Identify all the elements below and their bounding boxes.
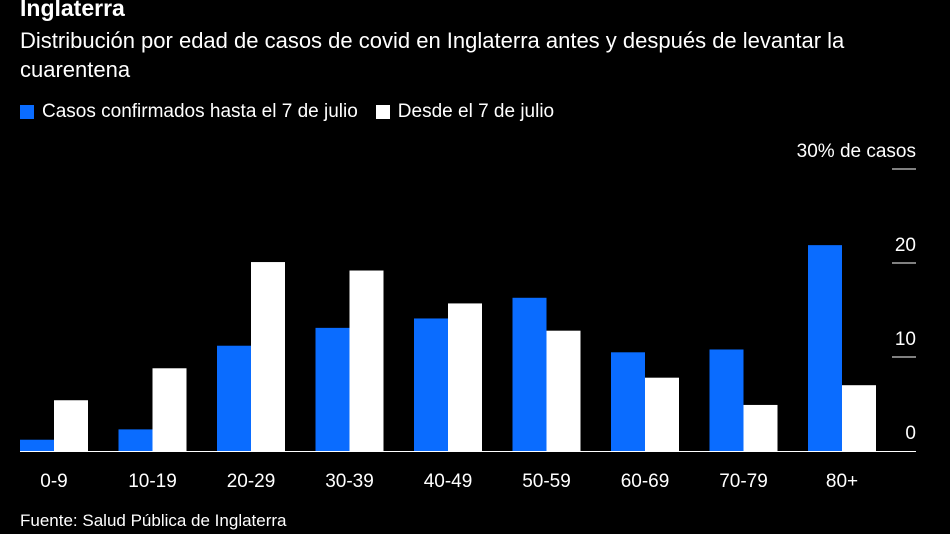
x-tick-label: 10-19 [128, 471, 177, 492]
source-note: Fuente: Salud Pública de Inglaterra [20, 511, 287, 530]
legend-label-series-1: Casos confirmados hasta el 7 de julio [42, 101, 358, 122]
bar-before-80+ [808, 245, 842, 451]
bar-after-70-79 [743, 404, 778, 451]
x-tick-label: 20-29 [227, 471, 276, 492]
bar-before-70-79 [709, 349, 744, 451]
bar-after-80+ [842, 385, 876, 451]
bar-after-60-69 [645, 377, 679, 451]
bar-after-20-29 [251, 262, 285, 451]
legend-swatch-series-2 [375, 105, 390, 119]
x-tick-label: 0-9 [40, 471, 67, 492]
x-tick-label: 80+ [826, 471, 858, 492]
legend-item-series-2: Desde el 7 de julio [375, 101, 555, 123]
y-tick-label: 30% de casos [797, 141, 916, 162]
bar-before-60-69 [611, 352, 645, 451]
x-tick-label: 50-59 [522, 471, 571, 492]
y-tick-label: 0 [905, 423, 916, 444]
bar-after-0-9 [54, 400, 88, 451]
legend: Casos confirmados hasta el 7 de julio De… [20, 101, 572, 123]
legend-swatch-series-1 [20, 105, 34, 119]
bar-before-30-39 [315, 327, 350, 451]
x-tick-label: 70-79 [719, 471, 768, 492]
bar-before-0-9 [20, 439, 54, 451]
bar-after-30-39 [349, 270, 384, 451]
y-tick-label: 20 [895, 235, 916, 256]
bar-before-50-59 [512, 297, 547, 451]
x-tick-label: 30-39 [325, 471, 374, 492]
bar-before-10-19 [118, 429, 153, 451]
chart-subtitle: Distribución por edad de casos de covid … [20, 28, 845, 82]
bar-after-10-19 [152, 368, 187, 451]
x-tick-label: 40-49 [424, 471, 473, 492]
bar-after-50-59 [546, 330, 581, 451]
legend-item-series-1: Casos confirmados hasta el 7 de julio [20, 101, 358, 123]
chart-title: Inglaterra [20, 0, 125, 21]
y-tick-label: 10 [895, 329, 916, 350]
x-tick-label: 60-69 [621, 471, 670, 492]
bar-after-40-49 [448, 303, 482, 451]
legend-label-series-2: Desde el 7 de julio [397, 101, 555, 122]
bar-before-20-29 [217, 345, 251, 451]
bar-before-40-49 [414, 318, 448, 451]
